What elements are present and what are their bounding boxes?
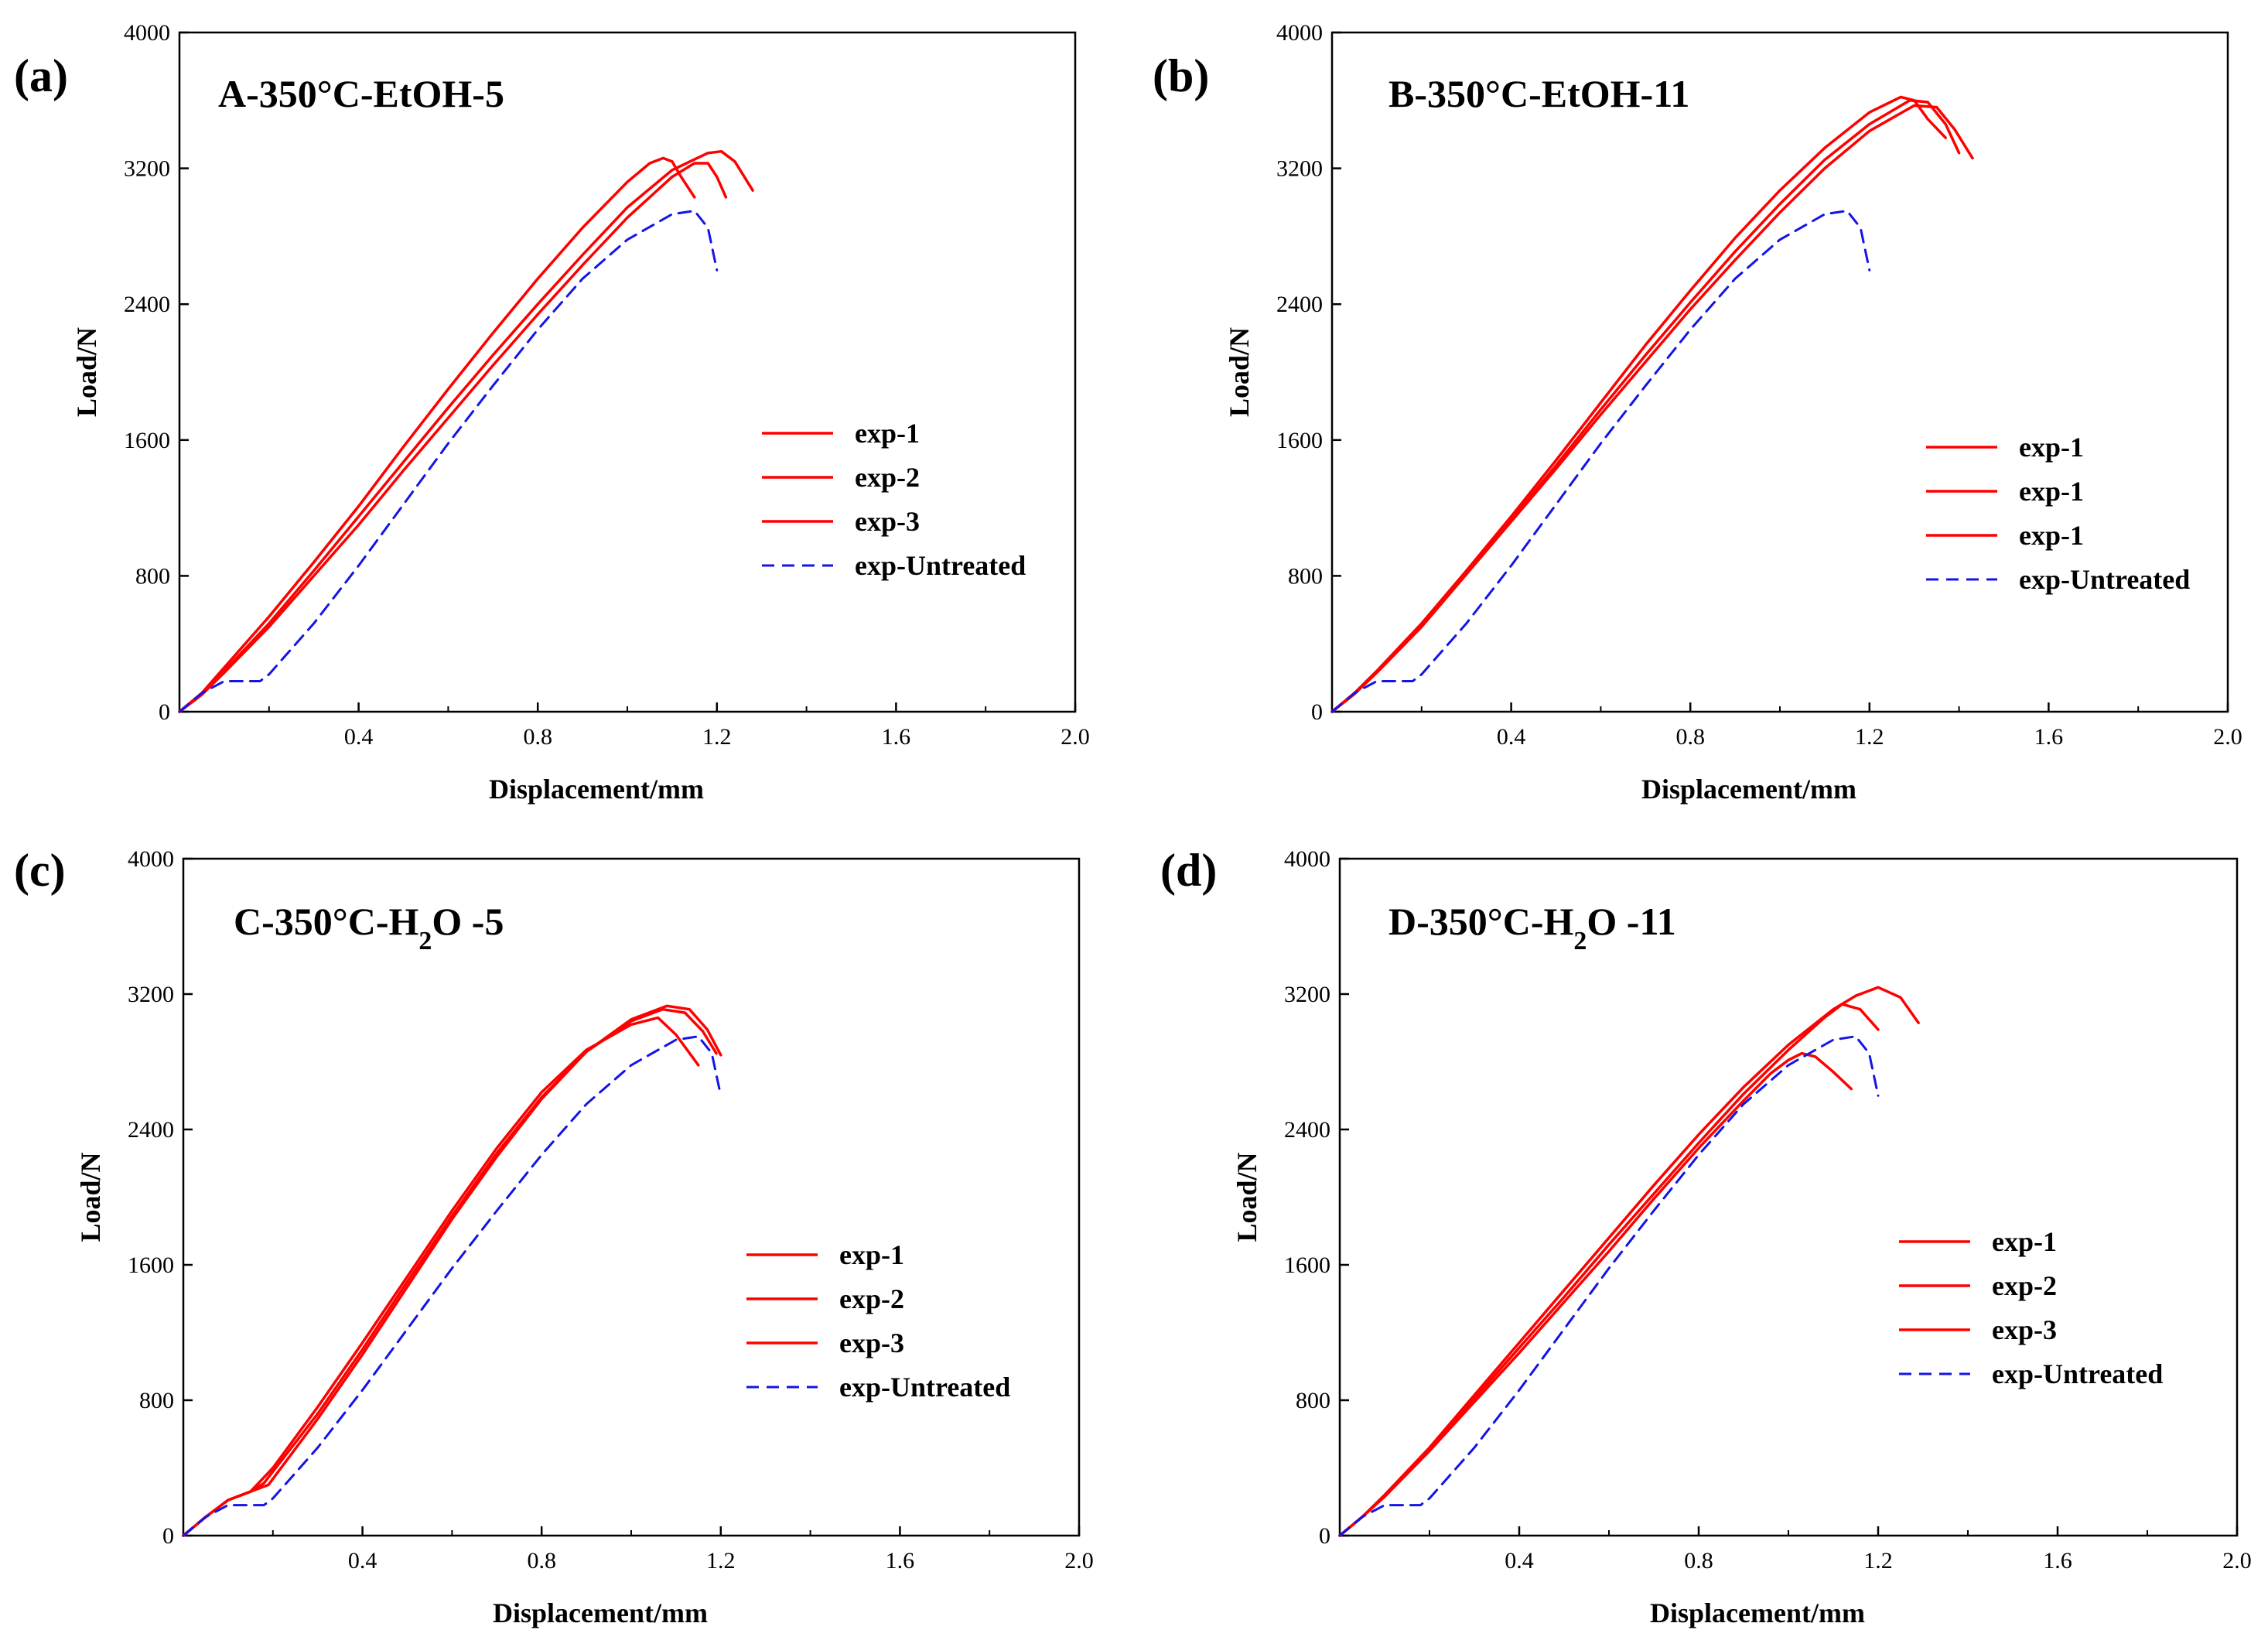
y-tick-label: 3200 <box>124 156 170 182</box>
series-line-1 <box>1330 95 1947 713</box>
series-line-3 <box>182 1004 722 1537</box>
x-tick-label: 1.2 <box>702 724 732 750</box>
legend-label: exp-Untreated <box>2019 564 2190 595</box>
series-line-4 <box>1330 210 1871 713</box>
x-tick-label: 0.4 <box>344 724 374 750</box>
chart-panel-2: (b) B-350°C-EtOH-11 0 800 1600 2400 3200 4000 0.… <box>1153 20 2242 805</box>
y-axis-title: Load/N <box>1224 327 1255 417</box>
x-axis-title: Displacement/mm <box>1641 774 1856 805</box>
legend-label: exp-2 <box>1992 1270 2057 1301</box>
panel-label: (c) <box>14 845 66 896</box>
legend-label: exp-Untreated <box>839 1372 1010 1403</box>
chart-title: A-350°C-EtOH-5 <box>218 72 504 115</box>
x-axis-title: Displacement/mm <box>493 1597 708 1628</box>
legend-label: exp-Untreated <box>1992 1358 2163 1389</box>
chart-title: C-350°C-H2O -5 <box>234 900 504 955</box>
series-line-2 <box>178 162 728 713</box>
y-tick-label: 4000 <box>124 20 170 46</box>
x-tick-label: 0.4 <box>1505 1548 1534 1574</box>
y-axis-title: Load/N <box>75 1152 106 1242</box>
x-tick-label: 0.8 <box>1684 1548 1713 1574</box>
legend-label: exp-1 <box>855 418 920 449</box>
series-line-4 <box>182 1035 722 1537</box>
series-line-1 <box>178 156 696 713</box>
legend-label: exp-3 <box>855 506 920 537</box>
y-tick-label: 800 <box>1296 1388 1330 1413</box>
y-tick-label: 3200 <box>1276 156 1323 182</box>
x-tick-label: 2.0 <box>2222 1548 2252 1574</box>
series-line-4 <box>178 210 719 713</box>
x-tick-label: 0.4 <box>348 1548 377 1574</box>
x-axis-title: Displacement/mm <box>1650 1597 1865 1628</box>
y-tick-label: 800 <box>139 1388 174 1413</box>
legend-label: exp-1 <box>2019 432 2084 463</box>
y-tick-label: 3200 <box>128 982 174 1007</box>
y-tick-label: 0 <box>1311 699 1323 725</box>
chart-title: D-350°C-H2O -11 <box>1388 900 1676 955</box>
legend-label: exp-2 <box>839 1283 904 1314</box>
legend-label: exp-2 <box>855 462 920 493</box>
x-tick-label: 1.6 <box>2043 1548 2072 1574</box>
x-tick-label: 1.2 <box>1855 724 1884 750</box>
y-tick-label: 1600 <box>1284 1252 1330 1278</box>
y-tick-label: 0 <box>159 699 170 725</box>
legend-label: exp-1 <box>2019 520 2084 551</box>
y-tick-label: 4000 <box>1276 20 1323 46</box>
panel-label: (d) <box>1160 845 1217 896</box>
x-tick-label: 0.8 <box>1675 724 1705 750</box>
y-tick-label: 3200 <box>1284 982 1330 1007</box>
chart-panel-1: (a) A-350°C-EtOH-5 0 800 1600 2400 3200 4000 0.4… <box>14 20 1090 805</box>
legend-label: exp-1 <box>1992 1226 2057 1257</box>
legend-label: exp-1 <box>839 1239 904 1270</box>
legend-label: exp-3 <box>1992 1314 2057 1345</box>
series-line-1 <box>182 1016 700 1537</box>
x-tick-label: 0.8 <box>527 1548 556 1574</box>
y-tick-label: 1600 <box>124 428 170 453</box>
series-line-3 <box>1330 104 1974 713</box>
series-line-3 <box>1338 1051 1853 1537</box>
x-tick-label: 2.0 <box>1061 724 1090 750</box>
y-tick-label: 4000 <box>128 846 174 872</box>
legend-label: exp-3 <box>839 1328 904 1358</box>
y-tick-label: 800 <box>135 563 170 589</box>
x-tick-label: 1.2 <box>1863 1548 1893 1574</box>
y-tick-label: 4000 <box>1284 846 1330 872</box>
series-line-3 <box>178 149 754 713</box>
x-axis-title: Displacement/mm <box>489 774 704 805</box>
x-tick-label: 2.0 <box>1064 1548 1094 1574</box>
y-axis-title: Load/N <box>71 327 102 417</box>
legend-label: exp-Untreated <box>855 550 1026 581</box>
y-tick-label: 2400 <box>124 292 170 317</box>
chart-title: B-350°C-EtOH-11 <box>1388 72 1689 115</box>
y-tick-label: 1600 <box>1276 428 1323 453</box>
y-tick-label: 1600 <box>128 1252 174 1278</box>
y-tick-label: 800 <box>1288 563 1323 589</box>
series-line-4 <box>1338 1035 1880 1537</box>
x-tick-label: 1.6 <box>886 1548 915 1574</box>
y-tick-label: 2400 <box>1276 292 1323 317</box>
plot-frame <box>1330 31 2229 713</box>
x-tick-label: 1.6 <box>882 724 911 750</box>
y-axis-title: Load/N <box>1231 1152 1262 1242</box>
chart-panel-4: (d) D-350°C-H2O -11 0 800 1600 2400 3200 4000 0.… <box>1160 845 2252 1628</box>
legend-label: exp-1 <box>2019 476 2084 507</box>
plot-frame <box>178 31 1077 713</box>
y-tick-label: 2400 <box>128 1117 174 1143</box>
x-tick-label: 0.4 <box>1497 724 1526 750</box>
y-tick-label: 2400 <box>1284 1117 1330 1143</box>
panel-label: (b) <box>1153 50 1209 101</box>
x-tick-label: 2.0 <box>2213 724 2242 750</box>
panel-label: (a) <box>14 50 68 101</box>
y-tick-label: 0 <box>162 1523 174 1549</box>
x-tick-label: 1.2 <box>706 1548 736 1574</box>
x-tick-label: 0.8 <box>523 724 552 750</box>
x-tick-label: 1.6 <box>2034 724 2064 750</box>
plot-frame <box>182 857 1081 1537</box>
y-tick-label: 0 <box>1319 1523 1330 1549</box>
plot-frame <box>1338 857 2239 1537</box>
chart-panel-3: (c) C-350°C-H2O -5 0 800 1600 2400 3200 4000 0.4… <box>14 845 1094 1628</box>
